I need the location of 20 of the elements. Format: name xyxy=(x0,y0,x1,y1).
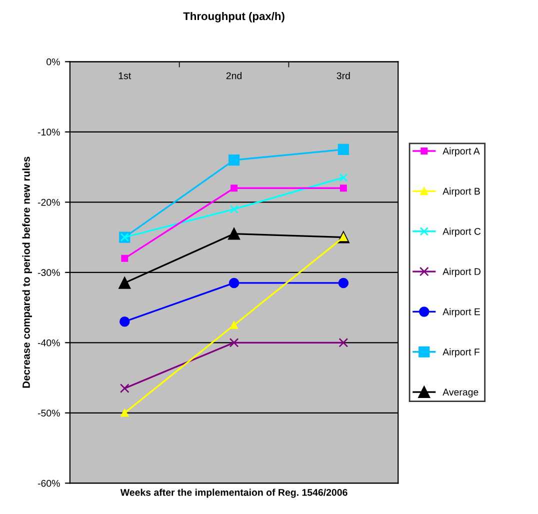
y-tick-label: -10% xyxy=(38,128,60,136)
y-axis-title: Decrease compared to period before new rules xyxy=(22,156,32,388)
y-tick-label: -60% xyxy=(38,480,60,487)
legend-label: Airport B xyxy=(442,188,480,197)
legend-label: Airport A xyxy=(442,147,480,156)
x-tick-label: 3rd xyxy=(336,72,350,80)
legend-label: Airport E xyxy=(442,308,480,318)
legend-label: Average xyxy=(442,388,478,398)
legend-label: Airport C xyxy=(442,228,481,237)
legend-label: Airport F xyxy=(442,348,480,358)
legend-label: Airport D xyxy=(442,268,480,277)
y-tick-label: -50% xyxy=(38,410,60,417)
y-tick-label: -40% xyxy=(38,339,60,346)
x-tick-label: 1st xyxy=(118,72,132,80)
chart-title: Throughput (pax/h) xyxy=(183,12,284,22)
x-axis-title: Weeks after the implementaion of Reg. 1546/2006 xyxy=(120,488,348,498)
y-tick-label: 0% xyxy=(46,58,60,66)
y-tick-label: -20% xyxy=(38,198,60,206)
x-tick-label: 2nd xyxy=(226,72,242,80)
y-tick-label: -30% xyxy=(38,269,60,276)
